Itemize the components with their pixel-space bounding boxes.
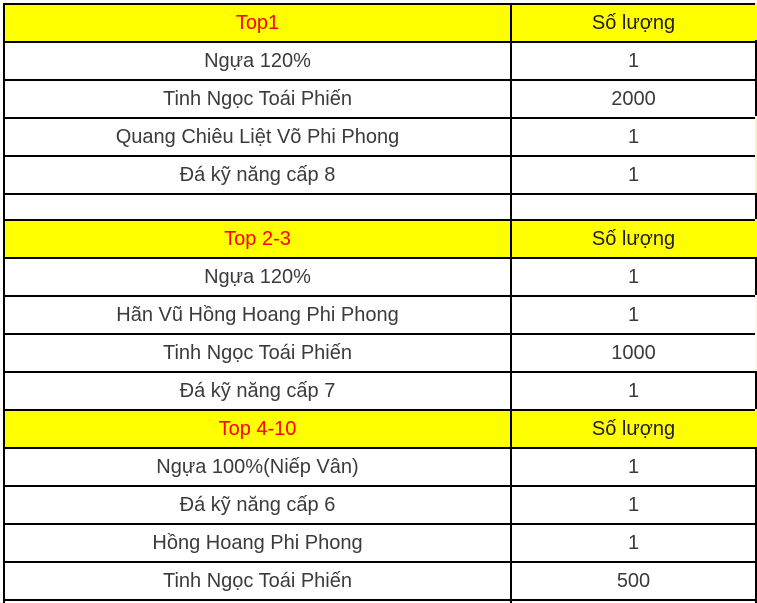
quantity-cell: 1 bbox=[510, 295, 757, 335]
empty-cell bbox=[510, 193, 757, 221]
quantity-header: Số lượng bbox=[510, 3, 757, 43]
section-header-row-top1: Top1 Số lượng bbox=[3, 3, 757, 43]
item-name-cell: Tinh Ngọc Toái Phiến bbox=[3, 333, 512, 373]
item-name-cell: Đá kỹ năng cấp 7 bbox=[3, 371, 512, 411]
quantity-cell: 1 bbox=[510, 41, 757, 81]
item-name-cell: Ngựa 100%(Niếp Vân) bbox=[3, 447, 512, 487]
table-row: Đá kỹ năng cấp 7 1 bbox=[3, 371, 757, 411]
spacer-row bbox=[3, 193, 757, 221]
empty-cell bbox=[510, 599, 757, 603]
quantity-cell: 1 bbox=[510, 523, 757, 563]
table-row: Hồng Hoang Phi Phong 1 bbox=[3, 523, 757, 563]
empty-cell bbox=[3, 193, 512, 221]
table-row: Tinh Ngọc Toái Phiến 500 bbox=[3, 561, 757, 601]
table-row: Hãn Vũ Hồng Hoang Phi Phong 1 bbox=[3, 295, 757, 335]
section-title: Top 4-10 bbox=[3, 409, 512, 449]
item-name-cell: Đá kỹ năng cấp 6 bbox=[3, 485, 512, 525]
table-row: Ngựa 120% 1 bbox=[3, 257, 757, 297]
quantity-cell: 1000 bbox=[510, 333, 757, 373]
section-header-row-top2-3: Top 2-3 Số lượng bbox=[3, 219, 757, 259]
partially-visible-row bbox=[3, 599, 757, 603]
section-title: Top 2-3 bbox=[3, 219, 512, 259]
quantity-cell: 1 bbox=[510, 155, 757, 195]
table-row: Quang Chiêu Liệt Võ Phi Phong 1 bbox=[3, 117, 757, 157]
table-row: Đá kỹ năng cấp 8 1 bbox=[3, 155, 757, 195]
quantity-cell: 1 bbox=[510, 257, 757, 297]
item-name-cell: Tinh Ngọc Toái Phiến bbox=[3, 561, 512, 601]
quantity-cell: 1 bbox=[510, 371, 757, 411]
item-name-cell: Ngựa 120% bbox=[3, 257, 512, 297]
table-row: Ngựa 100%(Niếp Vân) 1 bbox=[3, 447, 757, 487]
quantity-cell: 1 bbox=[510, 117, 757, 157]
item-name-cell: Ngựa 120% bbox=[3, 41, 512, 81]
quantity-header: Số lượng bbox=[510, 409, 757, 449]
cropped-cell-fill bbox=[755, 295, 757, 371]
empty-cell bbox=[3, 599, 512, 603]
item-name-cell: Hãn Vũ Hồng Hoang Phi Phong bbox=[3, 295, 512, 335]
cropped-cell-fill bbox=[755, 409, 757, 447]
cropped-cell-fill bbox=[755, 116, 757, 193]
quantity-cell: 500 bbox=[510, 561, 757, 601]
item-name-cell: Tinh Ngọc Toái Phiến bbox=[3, 79, 512, 119]
table-row: Đá kỹ năng cấp 6 1 bbox=[3, 485, 757, 525]
item-name-cell: Hồng Hoang Phi Phong bbox=[3, 523, 512, 563]
quantity-cell: 1 bbox=[510, 485, 757, 525]
table-row: Ngựa 120% 1 bbox=[3, 41, 757, 81]
cropped-cell-fill bbox=[755, 3, 757, 40]
table-row: Tinh Ngọc Toái Phiến 1000 bbox=[3, 333, 757, 373]
cropped-cell-fill bbox=[755, 219, 757, 257]
section-header-row-top4-10: Top 4-10 Số lượng bbox=[3, 409, 757, 449]
item-name-cell: Quang Chiêu Liệt Võ Phi Phong bbox=[3, 117, 512, 157]
quantity-cell: 1 bbox=[510, 447, 757, 487]
table-row: Tinh Ngọc Toái Phiến 2000 bbox=[3, 79, 757, 119]
item-name-cell: Đá kỹ năng cấp 8 bbox=[3, 155, 512, 195]
rewards-table: Top1 Số lượng Ngựa 120% 1 Tinh Ngọc Toái… bbox=[3, 3, 757, 603]
section-title: Top1 bbox=[3, 3, 512, 43]
quantity-cell: 2000 bbox=[510, 79, 757, 119]
cropped-next-column bbox=[755, 0, 757, 603]
quantity-header: Số lượng bbox=[510, 219, 757, 259]
